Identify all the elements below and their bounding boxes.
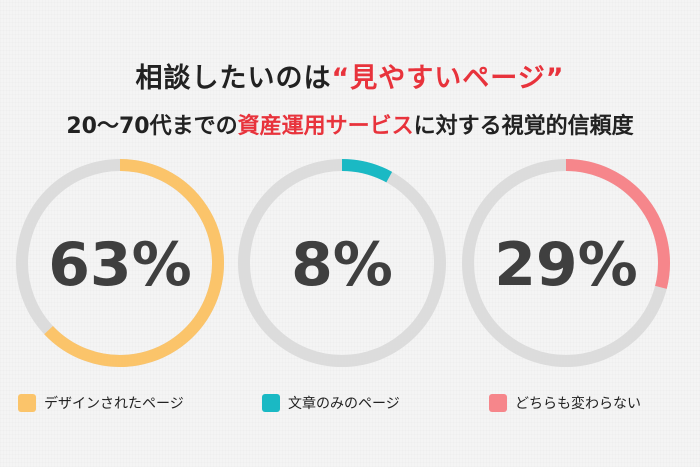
chart-subtitle: 20〜70代までの資産運用サービスに対する視覚的信頼度 (0, 108, 700, 140)
legend-item-text-only: 文章のみのページ (262, 392, 400, 414)
legend-label-designed: デザインされたページ (44, 396, 184, 412)
donut-value-designed: 63% (48, 230, 192, 300)
legend-swatch-no-difference (489, 394, 507, 412)
legend-swatch-designed (18, 394, 36, 412)
chart-title: 相談したいのは“見やすいページ” (0, 56, 700, 95)
donut-arc-no-difference (565, 159, 670, 289)
donut-arc-text-only (341, 159, 393, 183)
subtitle-highlight: 資産運用サービス (237, 114, 414, 139)
donut-value-no-difference: 29% (494, 230, 638, 300)
legend-item-designed: デザインされたページ (18, 392, 184, 414)
legend-label-no-difference: どちらも変わらない (515, 396, 641, 412)
legend-item-no-difference: どちらも変わらない (489, 392, 641, 414)
legend-label-text-only: 文章のみのページ (288, 396, 400, 412)
legend-swatch-text-only (262, 394, 280, 412)
title-prefix: 相談したいのは (135, 63, 332, 94)
donut-value-text-only: 8% (291, 230, 393, 300)
donut-arc-designed (44, 159, 224, 367)
title-highlight: “見やすいページ” (331, 63, 565, 94)
subtitle-prefix: 20〜70代までの (66, 114, 238, 139)
subtitle-suffix: に対する視覚的信頼度 (413, 114, 634, 139)
